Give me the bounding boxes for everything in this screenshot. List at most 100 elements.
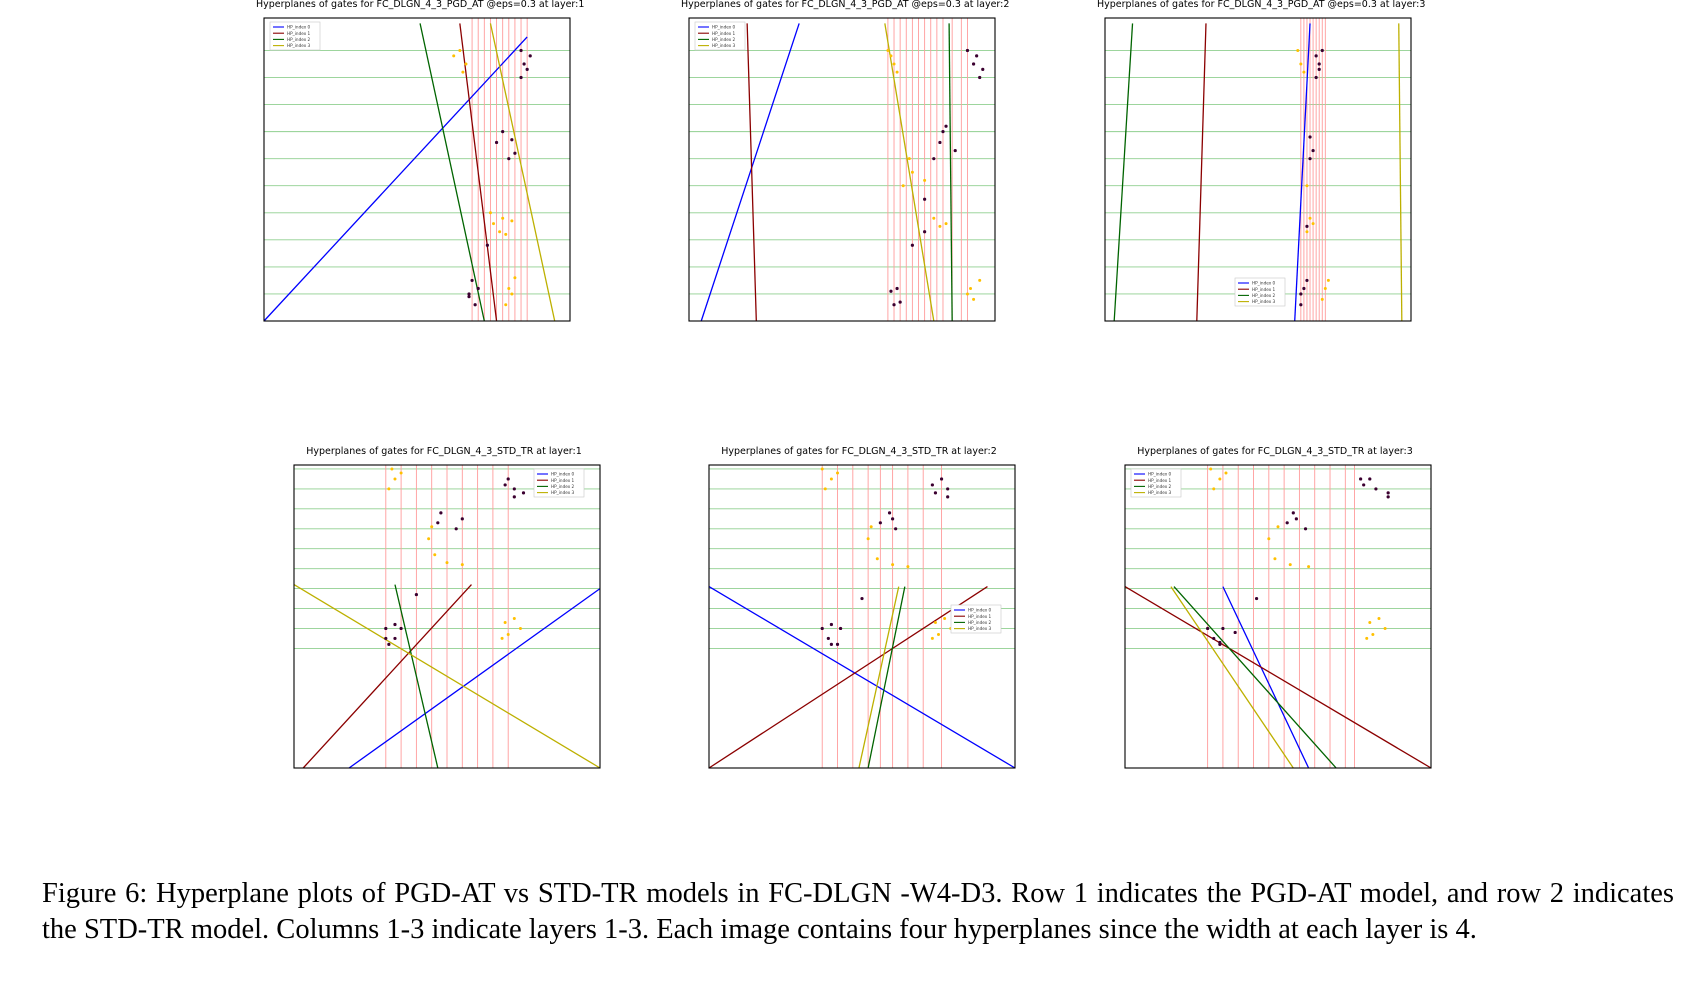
hyperplane-line — [1398, 23, 1403, 322]
class0-point — [860, 596, 864, 601]
class1-point — [923, 178, 927, 182]
class0-point — [1305, 278, 1309, 283]
class1-point — [869, 525, 873, 529]
class0-point — [878, 521, 882, 525]
class1-point — [1383, 626, 1387, 630]
class0-point — [1218, 642, 1222, 647]
class0-point — [941, 130, 945, 134]
class0-point — [938, 140, 942, 145]
class0-point — [503, 483, 507, 487]
class0-point — [1206, 626, 1210, 631]
class0-point — [1314, 54, 1318, 58]
legend-label: HP_index 2 — [551, 484, 575, 489]
class1-point — [969, 287, 973, 291]
class0-point — [892, 303, 896, 307]
class0-point — [923, 230, 927, 234]
class0-point — [528, 54, 532, 58]
plot-legend: HP_index 0HP_index 1HP_index 2HP_index 3 — [694, 21, 746, 51]
class1-point — [906, 565, 910, 569]
class1-point — [891, 563, 895, 567]
class0-point — [930, 483, 934, 487]
class1-point — [399, 471, 403, 475]
class0-point — [1311, 148, 1315, 153]
legend-label: HP_index 1 — [968, 614, 992, 619]
class1-point — [460, 563, 464, 567]
class0-point — [454, 527, 458, 531]
class0-point — [1359, 477, 1363, 481]
plot-svg: HP_index 0HP_index 1HP_index 2HP_index 3 — [1104, 17, 1412, 322]
class1-point — [1276, 525, 1280, 529]
class0-point — [470, 278, 474, 283]
class0-point — [512, 495, 516, 499]
class0-point — [975, 54, 979, 58]
legend-label: HP_index 1 — [1148, 478, 1172, 483]
class1-point — [836, 471, 840, 475]
class0-point — [467, 292, 471, 296]
class0-point — [436, 521, 440, 525]
class1-point — [1267, 537, 1271, 541]
legend-label: HP_index 0 — [1252, 281, 1276, 286]
class1-point — [889, 54, 893, 58]
class1-point — [1305, 184, 1309, 188]
class0-point — [946, 487, 950, 491]
class0-point — [384, 626, 388, 631]
class0-point — [1299, 292, 1303, 296]
hyperplane-line — [302, 584, 472, 769]
class1-point — [1296, 48, 1300, 52]
class0-point — [891, 517, 895, 521]
legend-label: HP_index 2 — [1148, 484, 1172, 489]
plot-legend: HP_index 0HP_index 1HP_index 2HP_index 3 — [950, 604, 1002, 634]
class1-point — [1299, 62, 1303, 66]
class0-point — [521, 491, 526, 495]
class1-point — [1209, 467, 1213, 471]
hyperplane-line — [394, 584, 439, 769]
class0-point — [898, 300, 902, 304]
class1-point — [901, 184, 905, 188]
plot-svg: HP_index 0HP_index 1HP_index 2HP_index 3 — [688, 17, 996, 322]
class0-point — [485, 243, 489, 247]
class1-point — [895, 70, 899, 74]
class0-point — [1291, 511, 1295, 515]
class1-point — [823, 487, 827, 491]
class0-point — [1299, 303, 1303, 307]
axes-frame — [688, 17, 996, 322]
legend-label: HP_index 0 — [551, 472, 575, 477]
hyperplane-line — [858, 586, 900, 769]
class0-point — [923, 197, 927, 201]
plot-title: Hyperplanes of gates for FC_DLGN_4_3_STD… — [721, 446, 997, 457]
class1-point — [390, 467, 394, 471]
class0-point — [835, 642, 840, 647]
class0-point — [519, 75, 523, 80]
class1-point — [1320, 297, 1324, 301]
hyperplane-line — [1222, 586, 1310, 769]
class0-point — [939, 477, 944, 481]
class0-point — [510, 138, 514, 142]
hyperplane-line — [948, 23, 953, 322]
hyperplane-line — [867, 586, 906, 769]
class1-point — [464, 62, 468, 66]
class1-point — [1311, 222, 1315, 226]
class0-point — [507, 157, 511, 161]
class0-point — [1368, 477, 1372, 481]
class0-point — [525, 67, 529, 72]
class1-point — [393, 477, 397, 481]
class0-point — [1212, 636, 1216, 641]
class1-point — [1224, 471, 1228, 475]
class1-point — [938, 224, 942, 228]
class0-point — [393, 622, 397, 627]
legend-label: HP_index 3 — [1252, 299, 1276, 304]
class1-point — [507, 287, 511, 291]
class0-point — [494, 140, 499, 145]
class0-point — [387, 642, 391, 647]
legend-label: HP_index 2 — [968, 620, 992, 625]
class1-point — [907, 157, 911, 161]
class0-point — [838, 626, 843, 631]
class0-point — [1254, 596, 1259, 601]
hyperplane-line — [1173, 586, 1337, 769]
hyperplane-line — [746, 23, 757, 322]
legend-label: HP_index 0 — [287, 25, 311, 30]
legend-label: HP_index 0 — [712, 25, 736, 30]
legend-label: HP_index 3 — [551, 490, 575, 495]
class1-point — [1308, 216, 1312, 220]
hyperplane-line — [489, 23, 556, 322]
